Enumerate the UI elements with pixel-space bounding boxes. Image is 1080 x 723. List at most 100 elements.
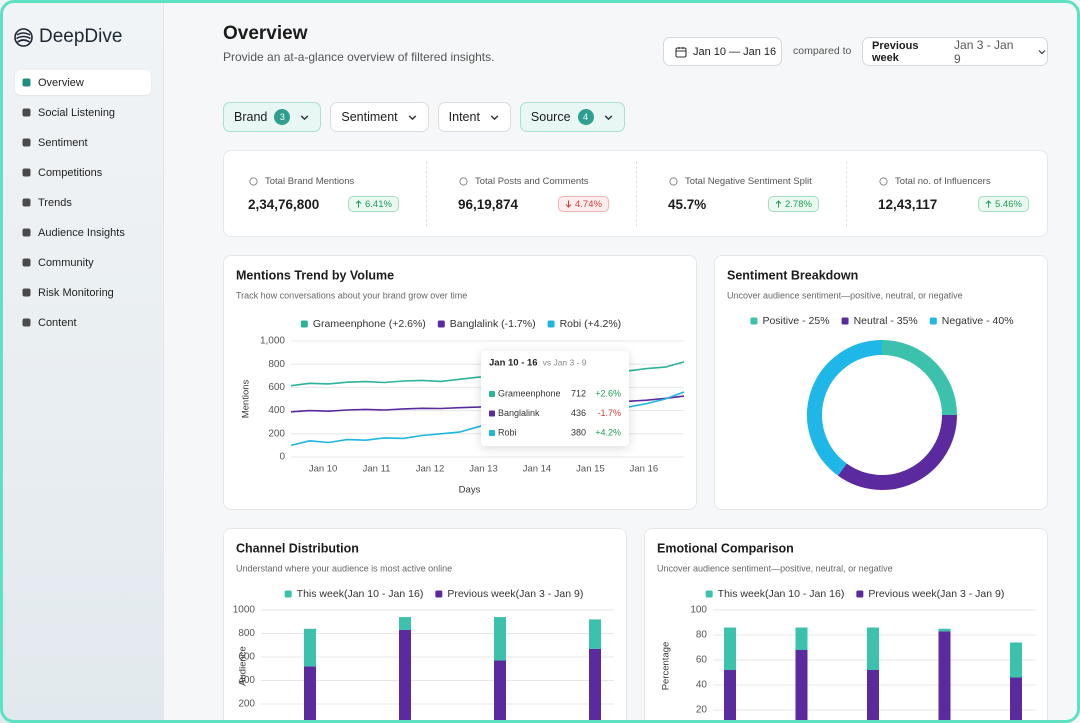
bar-segment xyxy=(938,631,951,723)
icon-shape xyxy=(459,177,468,186)
filter-label: Brand xyxy=(234,110,268,124)
page-subtitle: Provide an at-a-glance overview of filte… xyxy=(223,50,495,64)
kpi-change: 4.74% xyxy=(558,196,609,212)
kpi: Total Posts and Comments 96,19,874 4.74% xyxy=(434,151,640,236)
kpi: Total Brand Mentions 2,34,76,800 6.41% xyxy=(224,151,430,236)
y-axis-label: Percentage xyxy=(661,642,672,691)
icon-shape xyxy=(879,177,888,186)
legend-label: Robi (+4.2%) xyxy=(560,318,622,330)
nav-item[interactable]: Risk Monitoring xyxy=(15,280,151,305)
trend-arrow xyxy=(565,200,572,208)
icon-shape xyxy=(22,228,31,237)
filter-label: Source xyxy=(530,110,571,124)
nav-item[interactable]: Overview xyxy=(15,70,151,95)
y-tick-label: 20 xyxy=(696,705,708,716)
change-text: 5.46% xyxy=(995,198,1022,210)
icon-shape xyxy=(22,168,31,177)
legend: This week(Jan 10 - Jan 16) Previous week(… xyxy=(284,588,583,600)
legend-label: Previous week(Jan 3 - Jan 9) xyxy=(868,588,1004,600)
tooltip-swatch xyxy=(489,391,495,397)
legend-swatch xyxy=(437,320,445,328)
bar-segment xyxy=(938,628,951,632)
filter-bar: Brand 3 Sentiment Intent Source 4 xyxy=(223,102,625,132)
nav-icon xyxy=(22,228,31,237)
tooltip-value: 380 xyxy=(571,427,586,437)
chart-title: Channel Distribution xyxy=(236,541,359,555)
trend-arrow xyxy=(985,200,992,208)
compare-period: Previous week xyxy=(872,39,919,64)
x-tick-label: Jan 10 xyxy=(309,464,338,475)
nav-label: Overview xyxy=(38,76,84,89)
filter-label: Intent xyxy=(448,110,480,124)
arrow-shape xyxy=(985,200,992,208)
filter-button[interactable]: Source 4 xyxy=(519,102,625,132)
change-text: 6.41% xyxy=(365,198,392,210)
donut-segment xyxy=(807,340,883,476)
chart-title: Emotional Comparison xyxy=(657,541,794,555)
donut-segment xyxy=(837,414,957,490)
date-picker[interactable]: Jan 10 — Jan 16 xyxy=(663,37,782,66)
chart: Sentiment Breakdown Uncover audience sent… xyxy=(727,268,1014,490)
logo-text: DeepDive xyxy=(39,26,123,47)
nav-label: Competitions xyxy=(38,166,103,179)
chevron xyxy=(301,114,309,120)
nav-icon xyxy=(22,168,31,177)
filter-label: Sentiment xyxy=(341,110,398,124)
nav-item[interactable]: Social Listening xyxy=(15,100,151,125)
bar-segment xyxy=(399,617,411,630)
channel-card: Channel Distribution Understand where you… xyxy=(223,528,627,723)
icon-shape xyxy=(249,177,258,186)
change-text: 4.74% xyxy=(575,198,602,210)
icon-shape xyxy=(22,78,31,87)
filter-button[interactable]: Intent xyxy=(437,102,511,132)
tooltip-change: +4.2% xyxy=(595,427,621,437)
calendar-icon xyxy=(675,46,687,58)
nav-item[interactable]: Trends xyxy=(15,190,151,215)
legend-label: Positive - 25% xyxy=(762,315,829,327)
nav-item[interactable]: Community xyxy=(15,250,151,275)
bar-segment xyxy=(304,628,316,667)
x-tick-label: Jan 13 xyxy=(469,464,498,475)
bar-segment xyxy=(867,627,879,670)
nav-item[interactable]: Sentiment xyxy=(15,130,151,155)
nav-item[interactable]: Content xyxy=(15,310,151,335)
icon-shape xyxy=(669,177,678,186)
bar-segment xyxy=(1010,642,1022,678)
bar-segment xyxy=(795,650,808,723)
filter-button[interactable]: Sentiment xyxy=(330,102,429,132)
y-tick-label: 800 xyxy=(238,628,255,639)
logo-icon xyxy=(14,27,33,47)
sidebar: DeepDive Overview Social Listening Sentime… xyxy=(0,0,164,723)
legend-label: This week(Jan 10 - Jan 16) xyxy=(297,588,424,600)
logo[interactable]: DeepDive xyxy=(14,26,122,48)
kpi-value: 2,34,76,800 xyxy=(248,197,320,212)
sentiment-card: Sentiment Breakdown Uncover audience sent… xyxy=(714,255,1048,510)
chart-subtitle: Uncover audience sentiment—positive, neu… xyxy=(727,290,963,300)
legend-swatch xyxy=(547,320,555,328)
compare-picker[interactable]: Previous week Jan 3 - Jan 9 xyxy=(862,37,1048,66)
kpi-title: Total Negative Sentiment Split xyxy=(685,176,812,187)
filter-count: 3 xyxy=(274,109,291,125)
nav-item[interactable]: Competitions xyxy=(15,160,151,185)
chart-subtitle: Understand where your audience is most a… xyxy=(236,563,452,573)
icon-shape xyxy=(22,288,31,297)
tooltip-value: 712 xyxy=(571,388,586,398)
nav-item[interactable]: Audience Insights xyxy=(15,220,151,245)
kpi-icon xyxy=(879,177,888,186)
tooltip-name: Banglalink xyxy=(498,408,540,418)
nav-icon xyxy=(22,258,31,267)
filter-button[interactable]: Brand 3 xyxy=(223,102,322,132)
tooltip-value: 436 xyxy=(571,408,586,418)
chevron-shape xyxy=(604,114,612,120)
y-tick-label: 200 xyxy=(238,699,255,710)
compared-label: compared to xyxy=(793,45,852,57)
kpi-icon xyxy=(249,177,258,186)
y-tick-label: 400 xyxy=(238,675,255,686)
filter-count: 4 xyxy=(577,109,594,125)
nav-icon xyxy=(22,318,31,327)
chart-title: Mentions Trend by Volume xyxy=(236,268,394,282)
y-tick-label: 100 xyxy=(690,605,707,616)
x-tick-label: Jan 15 xyxy=(576,464,605,475)
kpi: Total Negative Sentiment Split 45.7% 2.78% xyxy=(644,151,850,236)
